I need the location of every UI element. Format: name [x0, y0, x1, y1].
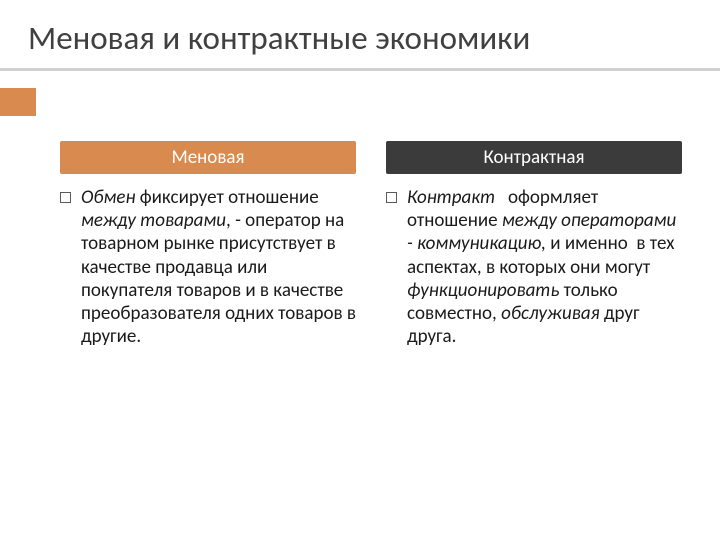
column-header-left: Меновая: [60, 141, 356, 174]
column-right: Контрактная Контракт оформляет отношение…: [386, 141, 682, 348]
bullet-icon: [386, 192, 397, 203]
content-columns: Меновая Обмен фиксирует отношение между …: [0, 71, 720, 348]
column-header-right: Контрактная: [386, 141, 682, 174]
bullet-icon: [60, 192, 71, 203]
column-left: Меновая Обмен фиксирует отношение между …: [60, 141, 356, 348]
accent-tab: [0, 88, 36, 116]
body-text-left: Обмен фиксирует отношение между товарами…: [81, 186, 356, 348]
body-text-right: Контракт оформляет отношение между опера…: [407, 186, 682, 348]
list-item: Обмен фиксирует отношение между товарами…: [60, 186, 356, 348]
slide-title: Меновая и контрактные экономики: [0, 0, 720, 58]
list-item: Контракт оформляет отношение между опера…: [386, 186, 682, 348]
